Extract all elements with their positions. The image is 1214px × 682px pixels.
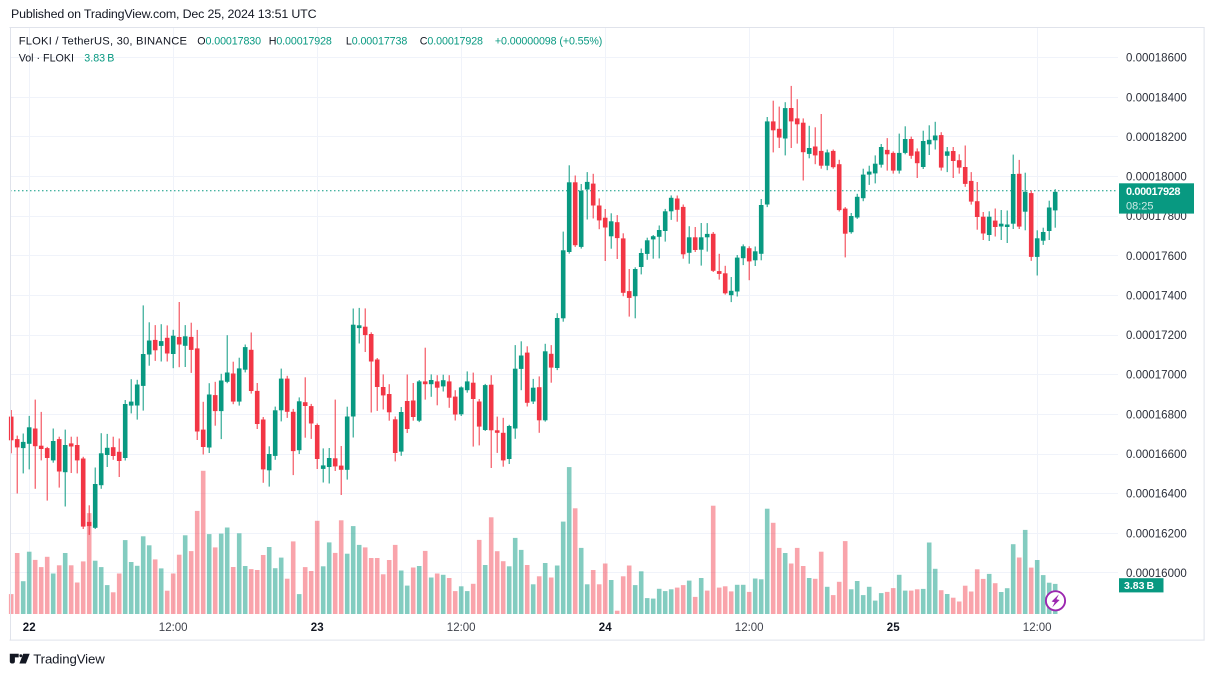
svg-text:C0.00017928: C0.00017928 — [420, 36, 483, 48]
svg-text:0.00017928: 0.00017928 — [1126, 186, 1180, 198]
svg-text:12:00: 12:00 — [735, 622, 764, 634]
svg-text:0.00016000: 0.00016000 — [1126, 568, 1187, 580]
svg-text:0.00018000: 0.00018000 — [1126, 172, 1187, 184]
svg-text:FLOKI / TetherUS, 30, BINANCE: FLOKI / TetherUS, 30, BINANCE — [19, 36, 188, 48]
svg-text:12:00: 12:00 — [159, 622, 188, 634]
svg-text:0.00016600: 0.00016600 — [1126, 449, 1187, 461]
svg-text:0.00017400: 0.00017400 — [1126, 291, 1187, 303]
svg-text:Published on TradingView.com,: Published on TradingView.com, Dec 25, 20… — [11, 7, 317, 21]
svg-text:H0.00017928: H0.00017928 — [269, 36, 332, 48]
svg-text:Vol · FLOKI: Vol · FLOKI — [19, 52, 74, 64]
svg-text:25: 25 — [887, 622, 900, 634]
svg-text:23: 23 — [311, 622, 324, 634]
svg-text:3.83 B: 3.83 B — [1124, 580, 1155, 592]
svg-text:0.00018600: 0.00018600 — [1126, 53, 1187, 65]
svg-text:L0.00017738: L0.00017738 — [346, 36, 407, 48]
svg-text:12:00: 12:00 — [447, 622, 476, 634]
svg-text:+0.00000098 (+0.55%): +0.00000098 (+0.55%) — [495, 36, 602, 48]
svg-text:0.00016200: 0.00016200 — [1126, 528, 1187, 540]
svg-text:3.83 B: 3.83 B — [84, 52, 114, 64]
svg-text:0.00016800: 0.00016800 — [1126, 409, 1187, 421]
svg-text:0.00017800: 0.00017800 — [1126, 211, 1187, 223]
svg-text:O0.00017830: O0.00017830 — [197, 36, 261, 48]
svg-text:0.00018400: 0.00018400 — [1126, 92, 1187, 104]
svg-text:0.00017200: 0.00017200 — [1126, 330, 1187, 342]
svg-text:22: 22 — [23, 622, 36, 634]
svg-text:0.00017000: 0.00017000 — [1126, 370, 1187, 382]
svg-text:0.00016400: 0.00016400 — [1126, 489, 1187, 501]
svg-text:0.00018200: 0.00018200 — [1126, 132, 1187, 144]
svg-text:0.00017600: 0.00017600 — [1126, 251, 1187, 263]
svg-text:12:00: 12:00 — [1023, 622, 1052, 634]
svg-text:08:25: 08:25 — [1126, 200, 1154, 212]
svg-text:24: 24 — [599, 622, 612, 634]
svg-text:TradingView: TradingView — [33, 651, 105, 666]
